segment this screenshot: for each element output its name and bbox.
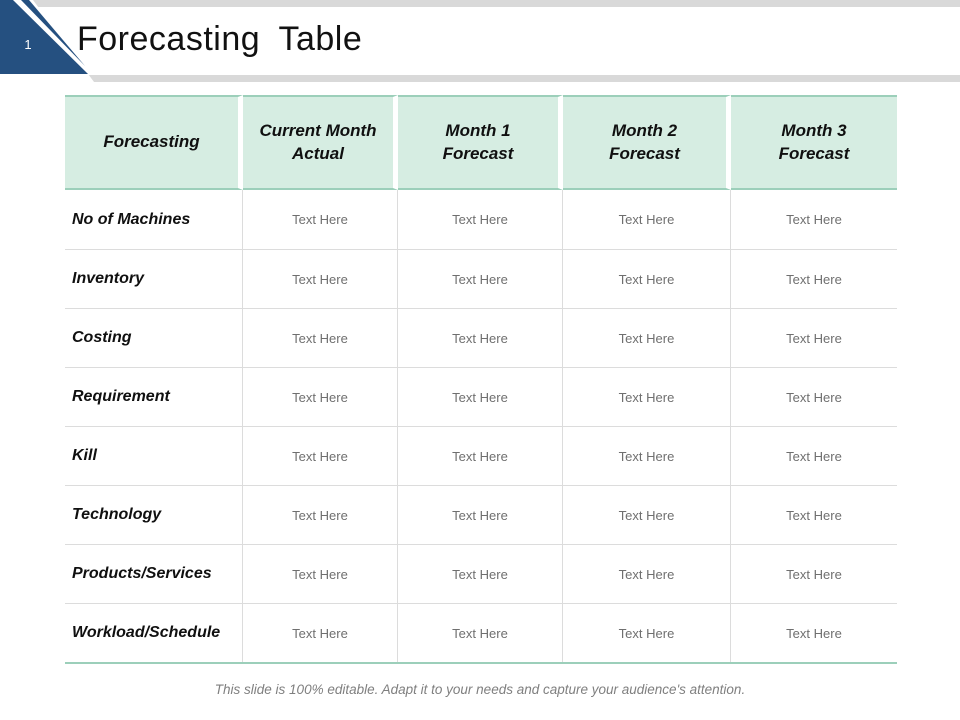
data-cell: Text Here xyxy=(563,604,731,662)
data-cell: Text Here xyxy=(243,604,398,662)
table-row: Inventory Text Here Text Here Text Here … xyxy=(65,249,897,308)
ribbon-upper-sliver xyxy=(21,0,85,66)
data-cell: Text Here xyxy=(786,212,842,227)
row-label-cell: Costing xyxy=(65,309,243,367)
editable-note: This slide is 100% editable. Adapt it to… xyxy=(214,682,746,697)
column-header-current-month: Current Month Actual xyxy=(243,95,398,190)
data-cell: Text Here xyxy=(398,368,563,426)
data-cell: Text Here xyxy=(243,486,398,544)
data-cell: Text Here xyxy=(243,368,398,426)
title-band-bottom-stripe xyxy=(0,75,960,82)
row-label-cell: Products/Services xyxy=(65,545,243,603)
data-cell: Text Here xyxy=(243,250,398,308)
ribbon-triangle xyxy=(0,0,88,74)
data-cell: Text Here xyxy=(786,330,842,346)
table-header-row: Forecasting Current Month Actual Month 1… xyxy=(65,95,897,190)
data-cell: Text Here xyxy=(243,427,398,485)
page-title: Forecasting Table xyxy=(77,20,363,58)
data-cell: Text Here xyxy=(786,566,842,582)
data-cell: Text Here xyxy=(398,486,563,544)
row-label-cell: Technology xyxy=(65,486,243,544)
column-header-forecasting: Forecasting xyxy=(65,95,243,190)
forecasting-table: Forecasting Current Month Actual Month 1… xyxy=(65,95,897,664)
data-cell: Text Here xyxy=(563,427,731,485)
row-label-cell: Inventory xyxy=(65,250,243,308)
data-cell: Text Here xyxy=(398,545,563,603)
row-label-cell: No of Machines xyxy=(65,190,243,249)
table-row: Kill Text Here Text Here Text Here Text … xyxy=(65,426,897,485)
data-cell: Text Here xyxy=(786,625,842,641)
column-header-month-1: Month 1 Forecast xyxy=(398,95,563,190)
data-cell: Text Here xyxy=(243,545,398,603)
row-label-cell: Kill xyxy=(65,427,243,485)
data-cell: Text Here xyxy=(786,389,842,405)
data-cell: Text Here xyxy=(786,271,842,287)
data-cell: Text Here xyxy=(786,507,842,523)
data-cell: Text Here xyxy=(243,309,398,367)
data-cell: Text Here xyxy=(398,427,563,485)
page-number-badge: 1 xyxy=(24,37,32,52)
row-label-cell: Requirement xyxy=(65,368,243,426)
table-row: No of Machines Text Here Text Here Text … xyxy=(65,190,897,249)
table-row: Requirement Text Here Text Here Text Her… xyxy=(65,367,897,426)
data-cell: Text Here xyxy=(563,545,731,603)
data-cell: Text Here xyxy=(398,309,563,367)
column-header-month-3: Month 3 Forecast xyxy=(731,95,897,190)
data-cell: Text Here xyxy=(563,309,731,367)
column-header-month-2: Month 2 Forecast xyxy=(563,95,731,190)
data-cell: Text Here xyxy=(398,190,563,249)
data-cell: Text Here xyxy=(563,190,731,249)
data-cell: Text Here xyxy=(398,250,563,308)
table-row: Products/Services Text Here Text Here Te… xyxy=(65,544,897,603)
data-cell: Text Here xyxy=(243,190,398,249)
table-row: Technology Text Here Text Here Text Here… xyxy=(65,485,897,544)
row-label-cell: Workload/Schedule xyxy=(65,604,243,662)
table-row: Workload/Schedule Text Here Text Here Te… xyxy=(65,603,897,662)
data-cell: Text Here xyxy=(563,250,731,308)
data-cell: Text Here xyxy=(398,604,563,662)
corner-ribbon xyxy=(0,0,97,86)
data-cell: Text Here xyxy=(563,486,731,544)
table-body: No of Machines Text Here Text Here Text … xyxy=(65,190,897,664)
table-row: Costing Text Here Text Here Text Here Te… xyxy=(65,308,897,367)
data-cell: Text Here xyxy=(786,448,842,464)
data-cell: Text Here xyxy=(563,368,731,426)
top-gray-stripe xyxy=(0,0,960,7)
